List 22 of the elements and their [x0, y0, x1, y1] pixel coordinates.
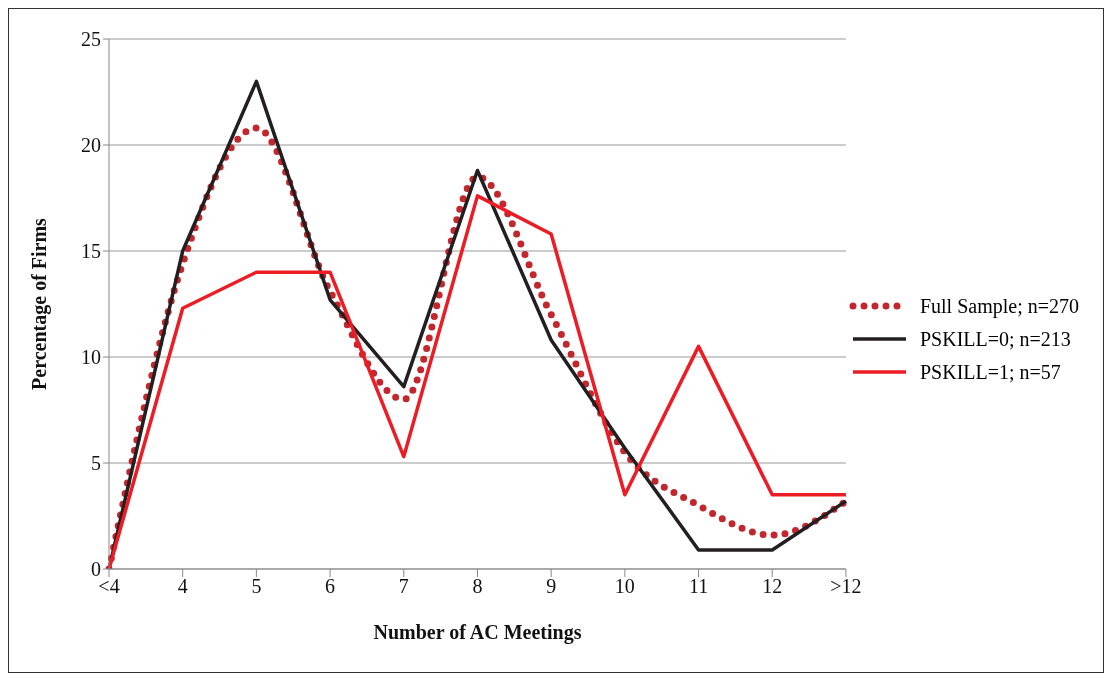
y-tick-label: 15	[81, 240, 101, 263]
x-tick-label: 8	[472, 575, 483, 598]
y-axis-title: Percentage of Firms	[28, 217, 52, 390]
x-axis-title: Number of AC Meetings	[373, 621, 582, 644]
y-tick-label: 0	[91, 558, 101, 581]
x-tick-label: <4	[98, 575, 120, 598]
x-tick-label: 7	[398, 575, 409, 598]
x-tick-label: >12	[830, 575, 862, 598]
y-tick-label: 5	[91, 452, 101, 475]
x-tick-label: 12	[762, 575, 783, 598]
legend-label: PSKILL=1; n=57	[919, 360, 1061, 384]
x-tick-label: 6	[325, 575, 336, 598]
legend-label: PSKILL=0; n=213	[919, 327, 1071, 351]
x-tick-label: 4	[177, 575, 188, 598]
x-tick-label: 9	[546, 575, 557, 598]
y-tick-label: 20	[81, 134, 101, 157]
y-tick-label: 25	[81, 28, 101, 51]
x-tick-label: 10	[614, 575, 635, 598]
x-tick-label: 5	[251, 575, 262, 598]
y-tick-label: 10	[81, 346, 101, 369]
x-tick-label: 11	[688, 575, 709, 598]
legend-label: Full Sample; n=270	[919, 294, 1079, 318]
